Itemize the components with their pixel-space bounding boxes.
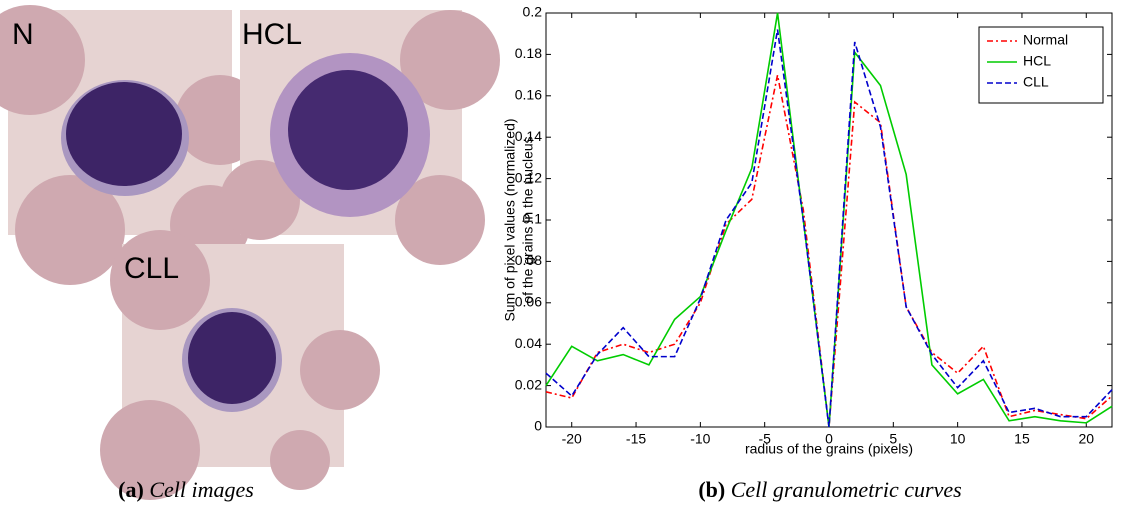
image-label: N [12, 18, 34, 51]
caption-label: (b) [698, 477, 725, 502]
x-tick-label: 5 [889, 431, 897, 447]
y-tick-label: 0.12 [515, 169, 542, 185]
x-tick-label: 20 [1078, 431, 1094, 447]
x-tick-label: -10 [690, 431, 710, 447]
y-axis-label: Sum of pixel values (normalized) [502, 118, 518, 321]
x-tick-label: -20 [562, 431, 582, 447]
y-tick-label: 0.04 [515, 335, 542, 351]
x-tick-label: 0 [825, 431, 833, 447]
legend-label: Normal [1023, 32, 1068, 48]
legend-label: HCL [1023, 53, 1051, 69]
y-tick-label: 0.1 [523, 211, 543, 227]
image-label: HCL [242, 18, 302, 51]
x-axis-label: radius of the grains (pixels) [745, 441, 913, 457]
y-tick-label: 0.14 [515, 128, 542, 144]
y-tick-label: 0.02 [515, 376, 542, 392]
legend-label: CLL [1023, 74, 1049, 90]
y-tick-label: 0.16 [515, 87, 542, 103]
y-tick-label: 0.2 [523, 4, 543, 20]
cell-image-hcl [220, 10, 500, 265]
image-label: CLL [124, 252, 179, 285]
x-tick-label: 10 [950, 431, 966, 447]
cell-image-cll [100, 230, 380, 500]
caption: (b) Cell granulometric curves [698, 477, 961, 502]
legend-box [978, 26, 1104, 104]
series-line [545, 74, 1113, 428]
x-tick-label: 15 [1014, 431, 1030, 447]
caption-text: Cell granulometric curves [731, 477, 962, 502]
caption-label: (a) [118, 477, 144, 502]
y-tick-label: 0.18 [515, 45, 542, 61]
series-line [545, 29, 1113, 428]
y-tick-label: 0 [534, 418, 542, 434]
y-axis-label: of the grains in the nucleus [520, 136, 536, 303]
caption-text: Cell images [149, 477, 254, 502]
y-tick-label: 0.08 [515, 252, 542, 268]
x-tick-label: -5 [758, 431, 771, 447]
x-tick-label: -15 [626, 431, 646, 447]
y-tick-label: 0.06 [515, 294, 542, 310]
caption: (a) Cell images [118, 477, 254, 502]
